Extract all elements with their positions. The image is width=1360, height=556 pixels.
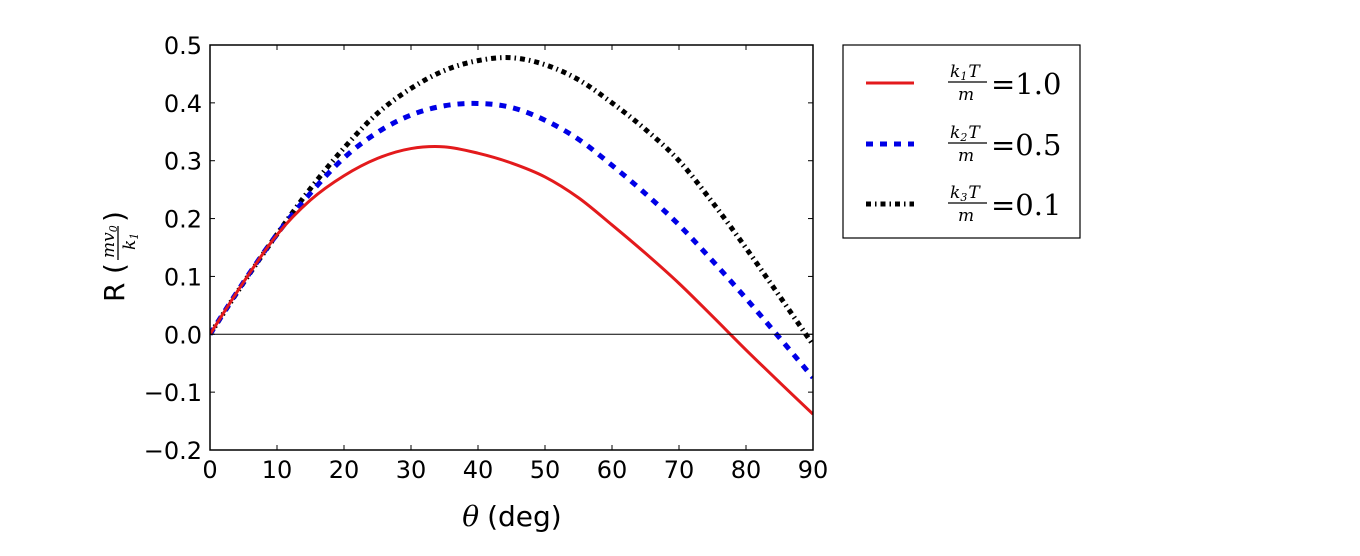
y-tick-label: 0.1 [164,263,202,291]
y-tick-label: −0.1 [144,379,202,407]
x-tick-label: 20 [329,456,360,484]
x-tick-label: 90 [798,456,829,484]
legend-numerator: k2T [950,123,981,144]
legend-denominator: m [958,85,974,105]
legend-numerator: k3T [950,183,981,204]
x-tick-label: 40 [463,456,494,484]
y-tick-label: 0.4 [164,90,202,118]
x-tick-label: 50 [530,456,561,484]
x-tick-label: 80 [731,456,762,484]
x-axis-symbol: θ [462,500,479,533]
legend-denominator: m [958,206,974,226]
y-axis-open-paren: ( [98,263,131,274]
x-axis-unit: (deg) [487,500,562,533]
series-layer [210,55,813,416]
x-tick-label: 70 [664,456,695,484]
y-tick-label: 0.5 [164,32,202,60]
legend-value: =0.1 [991,188,1061,222]
series-line-1 [210,145,813,416]
x-tick-label: 10 [262,456,293,484]
y-tick-label: 0.2 [164,206,202,234]
x-tick-label: 30 [396,456,427,484]
x-tick-label: 0 [202,456,217,484]
plot-frame [209,44,814,451]
x-axis-label: θ (deg) [462,500,561,533]
x-tick-label: 60 [597,456,628,484]
legend-value: =0.5 [991,128,1061,162]
y-axis-label: R ( mv0 k1 ) [98,211,141,302]
y-axis-unit-numerator: mv0 [99,225,120,258]
series-line-3 [210,55,813,347]
y-tick-label: 0.0 [164,321,202,349]
y-tick-label: −0.2 [144,437,202,465]
legend-denominator: m [958,146,974,166]
y-axis-label-letter: R [98,283,131,302]
legend-numerator: k1T [950,62,981,83]
legend-value: =1.0 [991,67,1061,101]
series-line-2 [210,100,813,380]
y-axis-unit-denominator: k1 [120,233,141,250]
ticks-layer [209,44,814,451]
y-axis-close-paren: ) [98,211,131,222]
y-tick-label: 0.3 [164,148,202,176]
x-tick-labels: 0 10 20 30 40 50 60 70 80 90 [202,456,828,484]
y-tick-labels: −0.2 −0.1 0.0 0.1 0.2 0.3 0.4 0.5 [144,32,202,465]
